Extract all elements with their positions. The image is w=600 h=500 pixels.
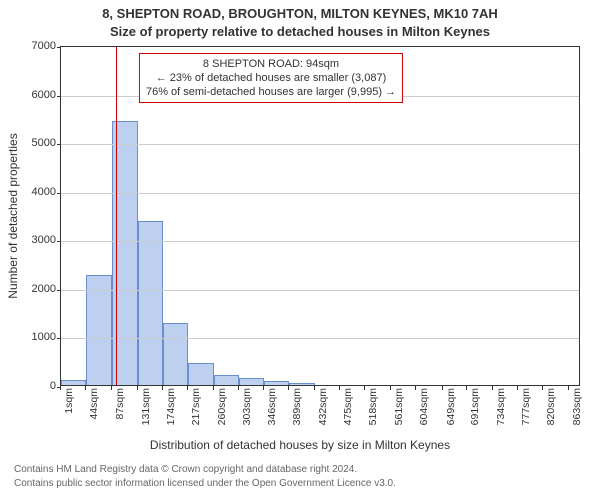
- plot-area: 8 SHEPTON ROAD: 94sqm← 23% of detached h…: [60, 46, 580, 386]
- page-subtitle: Size of property relative to detached ho…: [0, 24, 600, 39]
- x-tick-label: 475sqm: [343, 388, 354, 436]
- x-tick-mark: [364, 386, 365, 390]
- x-tick-mark: [339, 386, 340, 390]
- x-tick-mark: [415, 386, 416, 390]
- y-tick-mark: [57, 290, 61, 291]
- x-tick-label: 303sqm: [242, 388, 253, 436]
- histogram-bar: [86, 275, 111, 385]
- x-tick-mark: [442, 386, 443, 390]
- x-tick-label: 561sqm: [394, 388, 405, 436]
- x-tick-mark: [85, 386, 86, 390]
- x-tick-mark: [492, 386, 493, 390]
- reference-line: [116, 47, 117, 385]
- y-tick-mark: [57, 96, 61, 97]
- y-tick-label: 4000: [4, 187, 56, 198]
- y-tick-label: 5000: [4, 138, 56, 149]
- x-tick-mark: [162, 386, 163, 390]
- gridline: [61, 144, 579, 145]
- x-tick-mark: [517, 386, 518, 390]
- x-tick-label: 87sqm: [115, 388, 126, 436]
- x-tick-label: 131sqm: [141, 388, 152, 436]
- x-tick-mark: [542, 386, 543, 390]
- y-tick-label: 1000: [4, 332, 56, 343]
- x-tick-label: 604sqm: [419, 388, 430, 436]
- gridline: [61, 290, 579, 291]
- y-tick-mark: [57, 338, 61, 339]
- x-tick-mark: [213, 386, 214, 390]
- histogram-bar: [289, 383, 314, 385]
- x-tick-mark: [568, 386, 569, 390]
- x-tick-mark: [263, 386, 264, 390]
- y-tick-label: 6000: [4, 90, 56, 101]
- x-tick-label: 734sqm: [496, 388, 507, 436]
- x-tick-mark: [111, 386, 112, 390]
- y-tick-label: 0: [4, 381, 56, 392]
- page-title: 8, SHEPTON ROAD, BROUGHTON, MILTON KEYNE…: [0, 6, 600, 21]
- x-tick-mark: [390, 386, 391, 390]
- x-tick-label: 863sqm: [572, 388, 583, 436]
- x-tick-mark: [187, 386, 188, 390]
- x-tick-label: 649sqm: [446, 388, 457, 436]
- x-axis-label: Distribution of detached houses by size …: [0, 438, 600, 452]
- x-tick-mark: [466, 386, 467, 390]
- x-tick-label: 44sqm: [89, 388, 100, 436]
- x-tick-mark: [137, 386, 138, 390]
- gridline: [61, 338, 579, 339]
- x-tick-label: 1sqm: [64, 388, 75, 436]
- annotation-line: 8 SHEPTON ROAD: 94sqm: [146, 57, 396, 71]
- y-tick-label: 3000: [4, 235, 56, 246]
- annotation-box: 8 SHEPTON ROAD: 94sqm← 23% of detached h…: [139, 53, 403, 103]
- x-tick-mark: [288, 386, 289, 390]
- x-tick-label: 691sqm: [470, 388, 481, 436]
- y-tick-mark: [57, 47, 61, 48]
- x-tick-label: 820sqm: [546, 388, 557, 436]
- x-tick-mark: [314, 386, 315, 390]
- y-tick-mark: [57, 241, 61, 242]
- y-tick-label: 7000: [4, 41, 56, 52]
- histogram-bar: [163, 323, 188, 385]
- x-tick-label: 174sqm: [166, 388, 177, 436]
- footer-line-2: Contains public sector information licen…: [14, 478, 396, 489]
- annotation-line: ← 23% of detached houses are smaller (3,…: [146, 71, 396, 85]
- x-tick-label: 260sqm: [217, 388, 228, 436]
- y-tick-label: 2000: [4, 284, 56, 295]
- histogram-bar: [214, 375, 239, 385]
- x-tick-label: 346sqm: [267, 388, 278, 436]
- histogram-bar: [188, 363, 213, 385]
- footer-line-1: Contains HM Land Registry data © Crown c…: [14, 464, 357, 475]
- x-tick-label: 432sqm: [318, 388, 329, 436]
- x-tick-label: 217sqm: [191, 388, 202, 436]
- histogram-bar: [239, 378, 264, 385]
- y-tick-mark: [57, 144, 61, 145]
- x-tick-mark: [60, 386, 61, 390]
- histogram-bar: [61, 380, 86, 385]
- x-tick-label: 777sqm: [521, 388, 532, 436]
- gridline: [61, 241, 579, 242]
- x-tick-label: 389sqm: [292, 388, 303, 436]
- x-tick-mark: [238, 386, 239, 390]
- x-tick-label: 518sqm: [368, 388, 379, 436]
- annotation-line: 76% of semi-detached houses are larger (…: [146, 85, 396, 99]
- y-axis-label: Number of detached properties: [6, 133, 20, 298]
- gridline: [61, 193, 579, 194]
- chart-root: { "title_line1": "8, SHEPTON ROAD, BROUG…: [0, 0, 600, 500]
- histogram-bar: [264, 381, 289, 385]
- histogram-bar: [138, 221, 163, 385]
- y-tick-mark: [57, 193, 61, 194]
